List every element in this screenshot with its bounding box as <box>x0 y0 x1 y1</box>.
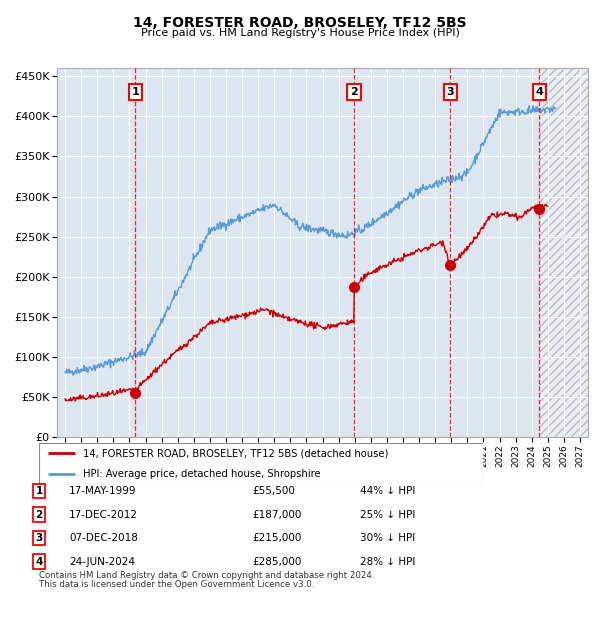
Text: 1: 1 <box>35 486 43 496</box>
Text: 07-DEC-2018: 07-DEC-2018 <box>69 533 138 543</box>
Text: Price paid vs. HM Land Registry's House Price Index (HPI): Price paid vs. HM Land Registry's House … <box>140 28 460 38</box>
Text: £55,500: £55,500 <box>252 486 295 496</box>
Text: 3: 3 <box>35 533 43 543</box>
Text: £187,000: £187,000 <box>252 510 301 520</box>
Text: 3: 3 <box>446 87 454 97</box>
Text: 4: 4 <box>35 557 43 567</box>
Text: 17-MAY-1999: 17-MAY-1999 <box>69 486 137 496</box>
Bar <box>539 68 588 437</box>
Text: £215,000: £215,000 <box>252 533 301 543</box>
Text: Contains HM Land Registry data © Crown copyright and database right 2024.: Contains HM Land Registry data © Crown c… <box>39 571 374 580</box>
FancyBboxPatch shape <box>39 443 483 485</box>
Text: 2: 2 <box>350 87 358 97</box>
Text: 17-DEC-2012: 17-DEC-2012 <box>69 510 138 520</box>
Text: 1: 1 <box>131 87 139 97</box>
Text: 30% ↓ HPI: 30% ↓ HPI <box>360 533 415 543</box>
Text: 2: 2 <box>35 510 43 520</box>
Text: This data is licensed under the Open Government Licence v3.0.: This data is licensed under the Open Gov… <box>39 580 314 589</box>
Text: 28% ↓ HPI: 28% ↓ HPI <box>360 557 415 567</box>
Text: £285,000: £285,000 <box>252 557 301 567</box>
Text: 24-JUN-2024: 24-JUN-2024 <box>69 557 135 567</box>
Text: 4: 4 <box>535 87 544 97</box>
Text: 14, FORESTER ROAD, BROSELEY, TF12 5BS (detached house): 14, FORESTER ROAD, BROSELEY, TF12 5BS (d… <box>83 448 389 458</box>
Text: 44% ↓ HPI: 44% ↓ HPI <box>360 486 415 496</box>
Text: HPI: Average price, detached house, Shropshire: HPI: Average price, detached house, Shro… <box>83 469 321 479</box>
Bar <box>539 68 588 437</box>
Text: 14, FORESTER ROAD, BROSELEY, TF12 5BS: 14, FORESTER ROAD, BROSELEY, TF12 5BS <box>133 16 467 30</box>
Text: 25% ↓ HPI: 25% ↓ HPI <box>360 510 415 520</box>
